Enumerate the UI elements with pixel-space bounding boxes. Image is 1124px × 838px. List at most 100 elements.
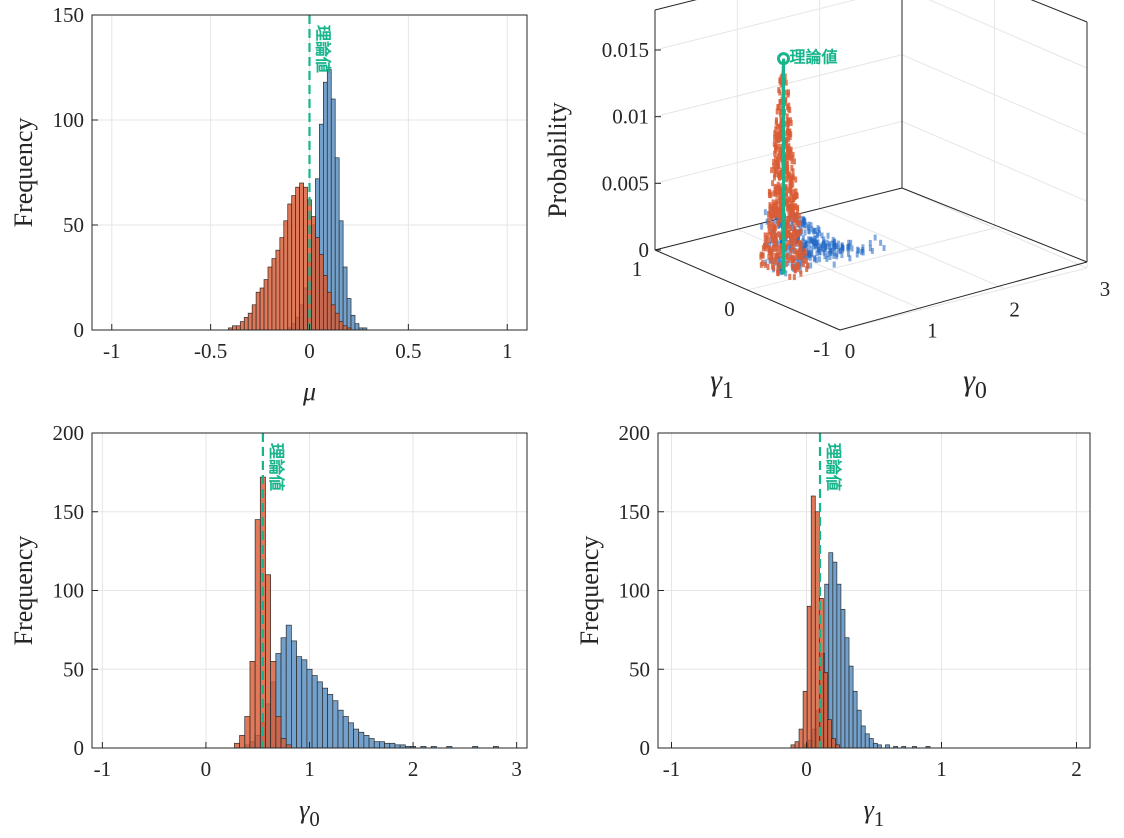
scatter-point-a-291	[817, 249, 821, 256]
scatter-point-a-293	[760, 223, 764, 230]
histogram-bar-s0-16	[350, 314, 356, 331]
scatter-point-b-497	[771, 207, 775, 214]
scatter-point-b-315	[789, 212, 793, 219]
scatter-point-b-421	[780, 190, 784, 197]
histogram-bar-s1-23	[319, 254, 324, 331]
scatter-point-b-480	[777, 171, 781, 178]
histogram-bar-s0-13	[856, 709, 862, 749]
scatter-point-b-503	[764, 245, 768, 252]
scatter-point-b-340	[768, 190, 772, 197]
scatter-point-a-40	[810, 245, 814, 252]
x-axis-label-symbol: γ	[864, 795, 875, 824]
histogram-bar-s0-9	[840, 609, 846, 749]
scatter-point-a-271	[813, 238, 817, 245]
scatter-point-a-261	[819, 243, 823, 250]
scatter-point-b-458	[775, 117, 779, 124]
scatter-point-a-195	[835, 242, 839, 249]
scatter-point-a-125	[772, 231, 776, 238]
scatter-point-a-118	[856, 246, 860, 253]
scatter-point-b-329	[784, 96, 788, 103]
scatter-point-a-265	[882, 244, 886, 251]
histogram-bar-s0-13	[338, 220, 344, 331]
scatter-point-a-253	[826, 251, 830, 258]
scatter-point-b-400	[792, 243, 796, 250]
scatter-point-b-230	[790, 154, 794, 161]
scatter-point-b-518	[772, 141, 776, 148]
floor-side-edge	[901, 187, 1088, 263]
scatter-point-a-110	[868, 240, 872, 247]
histogram-bar-s1-1	[239, 735, 246, 749]
scatter-point-b-320	[785, 154, 789, 161]
scatter-point-b-110	[799, 228, 803, 235]
scatter-point-a-216	[784, 270, 788, 277]
g0-tick-label: 3	[1100, 277, 1111, 301]
scatter-point-a-266	[787, 244, 791, 251]
x-tick-label: 3	[511, 757, 522, 781]
scatter-point-b-495	[759, 251, 763, 258]
scatter-point-a-131	[814, 243, 818, 250]
scatter-point-b-269	[797, 212, 801, 219]
scatter-point-a-203	[801, 247, 805, 254]
scatter-point-b-432	[793, 267, 797, 274]
y-axis-label: Frequency	[9, 118, 38, 228]
y-tick-label: 50	[629, 657, 650, 681]
scatter-point-b-487	[793, 192, 797, 199]
scatter-point-b-442	[778, 194, 782, 201]
histogram-bar-s0-11	[301, 659, 308, 749]
scatter-point-a-46	[768, 241, 772, 248]
scatter-point-a-299	[806, 224, 810, 231]
scatter-point-a-304	[807, 250, 811, 257]
scatter-point-b-404	[769, 232, 773, 239]
scatter-point-b-418	[768, 204, 772, 211]
scatter-point-b-426	[784, 79, 788, 86]
scatter-point-b-391	[796, 265, 800, 272]
scatter-point-b-507	[799, 249, 803, 256]
scatter-point-a-316	[840, 246, 844, 253]
scatter-point-b-478	[772, 202, 776, 209]
histogram-bar-s0-12	[334, 157, 340, 331]
scatter-point-b-486	[787, 149, 791, 156]
histogram-bar-s1-5	[247, 312, 253, 331]
scatter-point-b-68	[773, 165, 777, 172]
histogram-mu-panel: 理論値 -1 -0.5 0 0.5 1 0 50 100 150 μ Frequency	[9, 3, 528, 406]
x-tick-label: 0	[201, 757, 212, 781]
y-tick-label: 0	[74, 736, 85, 760]
scatter-point-a-150	[779, 255, 783, 262]
x-tick-label: 0	[304, 339, 315, 363]
scatter-point-b-336	[784, 190, 788, 197]
x-axis-label: γ0	[299, 795, 320, 831]
scatter-point-a-143	[861, 249, 865, 256]
scatter-point-b-465	[791, 210, 795, 217]
scatter-point-b-187	[787, 208, 791, 215]
scatter-point-b-517	[779, 151, 783, 158]
z-tick-label: 0	[639, 238, 650, 262]
scatter-point-b-62	[785, 113, 789, 120]
x-tick-label: 1	[936, 757, 947, 781]
scatter-point-b-375	[789, 119, 793, 126]
scatter-point-a-199	[855, 251, 859, 258]
histogram-bar-s1-15	[287, 203, 293, 331]
scatter-point-b-150	[801, 251, 805, 258]
scatter-point-a-95	[798, 267, 802, 274]
histogram-bar-s0-14	[342, 266, 348, 331]
y-tick-label: 150	[53, 500, 85, 524]
scatter-point-b-453	[780, 201, 784, 208]
scatter-point-b-373	[775, 253, 779, 260]
histogram-bar-s0-20	[347, 722, 354, 749]
scatter-point-b-441	[796, 253, 800, 260]
scatter-point-a-20	[879, 239, 883, 246]
histogram-bar-s1-4	[243, 317, 249, 331]
x-tick-label: 0	[801, 757, 812, 781]
scatter-point-b-364	[779, 174, 783, 181]
scatter-point-a-317	[823, 253, 827, 260]
scatter-point-b-350	[775, 161, 779, 168]
scatter-point-b-332	[790, 243, 794, 250]
scatter-point-a-189	[786, 259, 790, 266]
scatter-point-b-395	[777, 129, 781, 136]
scatter-point-b-274	[772, 228, 776, 235]
scatter-point-b-361	[785, 253, 789, 260]
histogram-bar-s1-4	[254, 519, 261, 749]
histogram-bar-s0-14	[316, 681, 323, 749]
scatter-point-b-382	[784, 244, 788, 251]
scatter-point-b-488	[775, 123, 779, 130]
